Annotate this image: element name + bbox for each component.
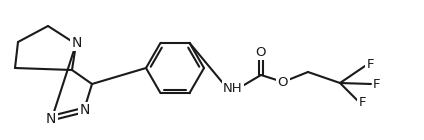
- Text: F: F: [366, 58, 374, 71]
- Text: N: N: [46, 112, 56, 126]
- Text: N: N: [80, 103, 90, 117]
- Text: O: O: [278, 75, 288, 88]
- Text: F: F: [358, 96, 366, 109]
- Text: N: N: [72, 36, 82, 50]
- Text: O: O: [256, 46, 266, 59]
- Text: F: F: [373, 78, 381, 90]
- Text: NH: NH: [223, 81, 243, 94]
